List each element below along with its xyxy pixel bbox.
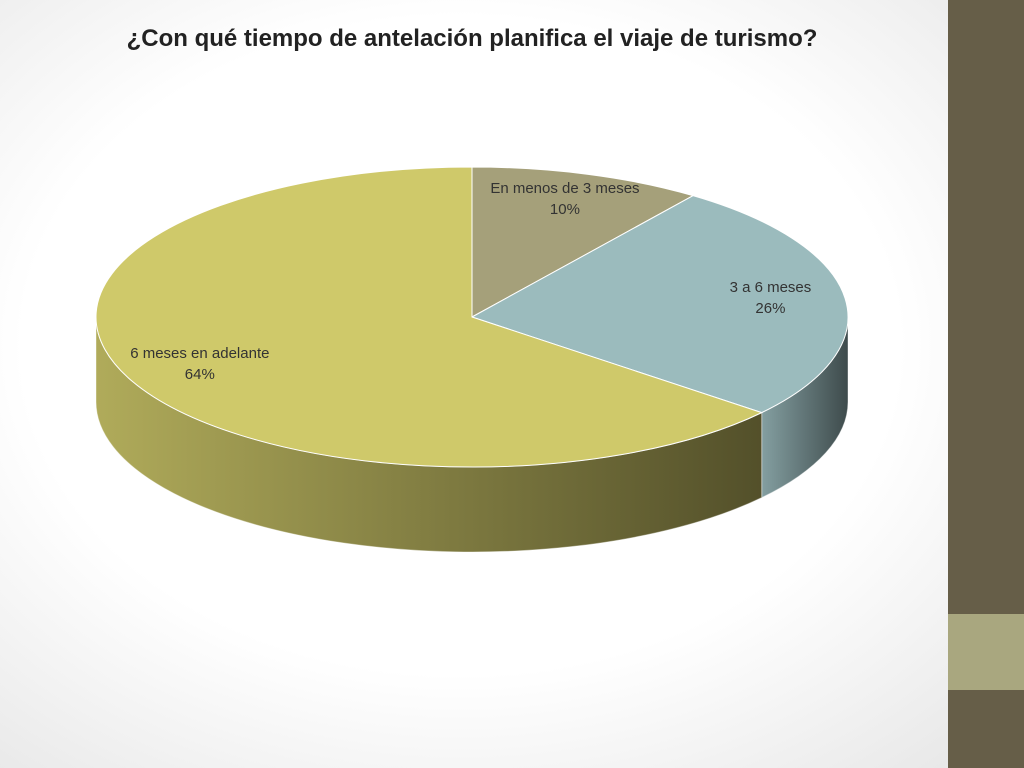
slice-category-label: 6 meses en adelante	[130, 345, 269, 362]
slice-value-label: 64%	[185, 366, 215, 383]
slice	[471, 166, 695, 318]
slice-value-label: 10%	[550, 201, 580, 218]
slice	[470, 195, 849, 414]
slice-category-label: En menos de 3 meses	[490, 180, 639, 197]
side-bar-accent	[948, 614, 1024, 690]
chart-title: ¿Con qué tiempo de antelación planifica …	[127, 25, 818, 52]
slice	[95, 166, 764, 468]
pie: En menos de 3 meses 10% 3 a 6 meses 26% 6 me…	[95, 166, 849, 553]
slice-value-label: 26%	[755, 300, 785, 317]
slice-category-label: 3 a 6 meses	[730, 279, 812, 296]
